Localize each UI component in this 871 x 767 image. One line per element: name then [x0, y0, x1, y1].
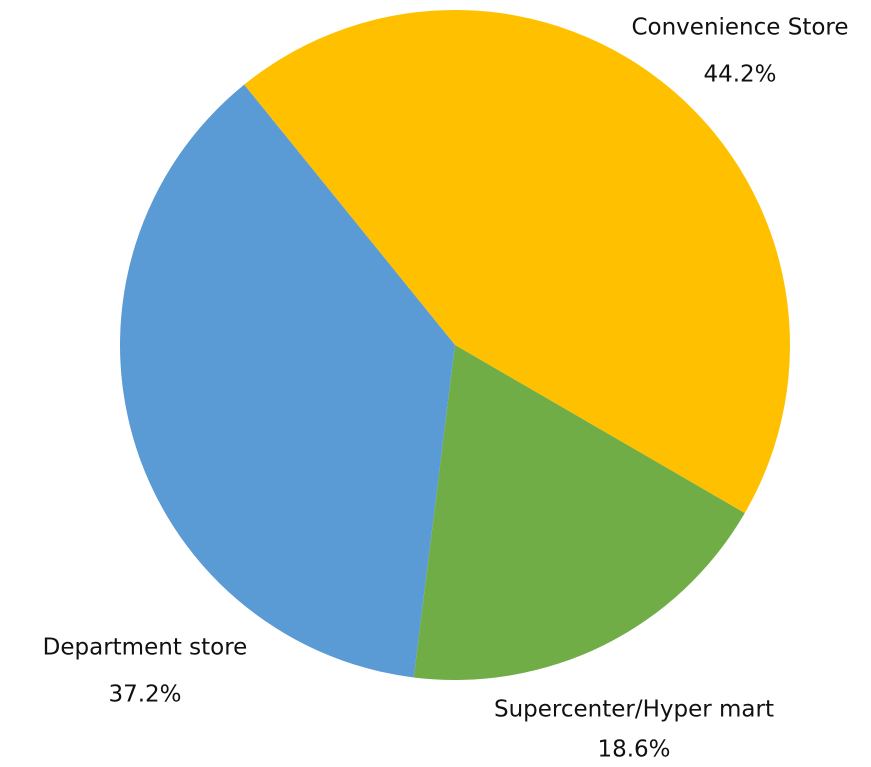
slice-value-label: 18.6% [597, 737, 670, 763]
pie-slice [119, 84, 455, 678]
slice-value-label: 37.2% [108, 682, 181, 708]
slice-label: Department store [43, 635, 248, 661]
pie-slice [413, 345, 745, 680]
pie-slice [244, 10, 791, 514]
slice-label: Supercenter/Hyper mart [494, 697, 774, 723]
slice-label: Convenience Store [631, 15, 848, 41]
slice-value-label: 44.2% [703, 62, 776, 88]
